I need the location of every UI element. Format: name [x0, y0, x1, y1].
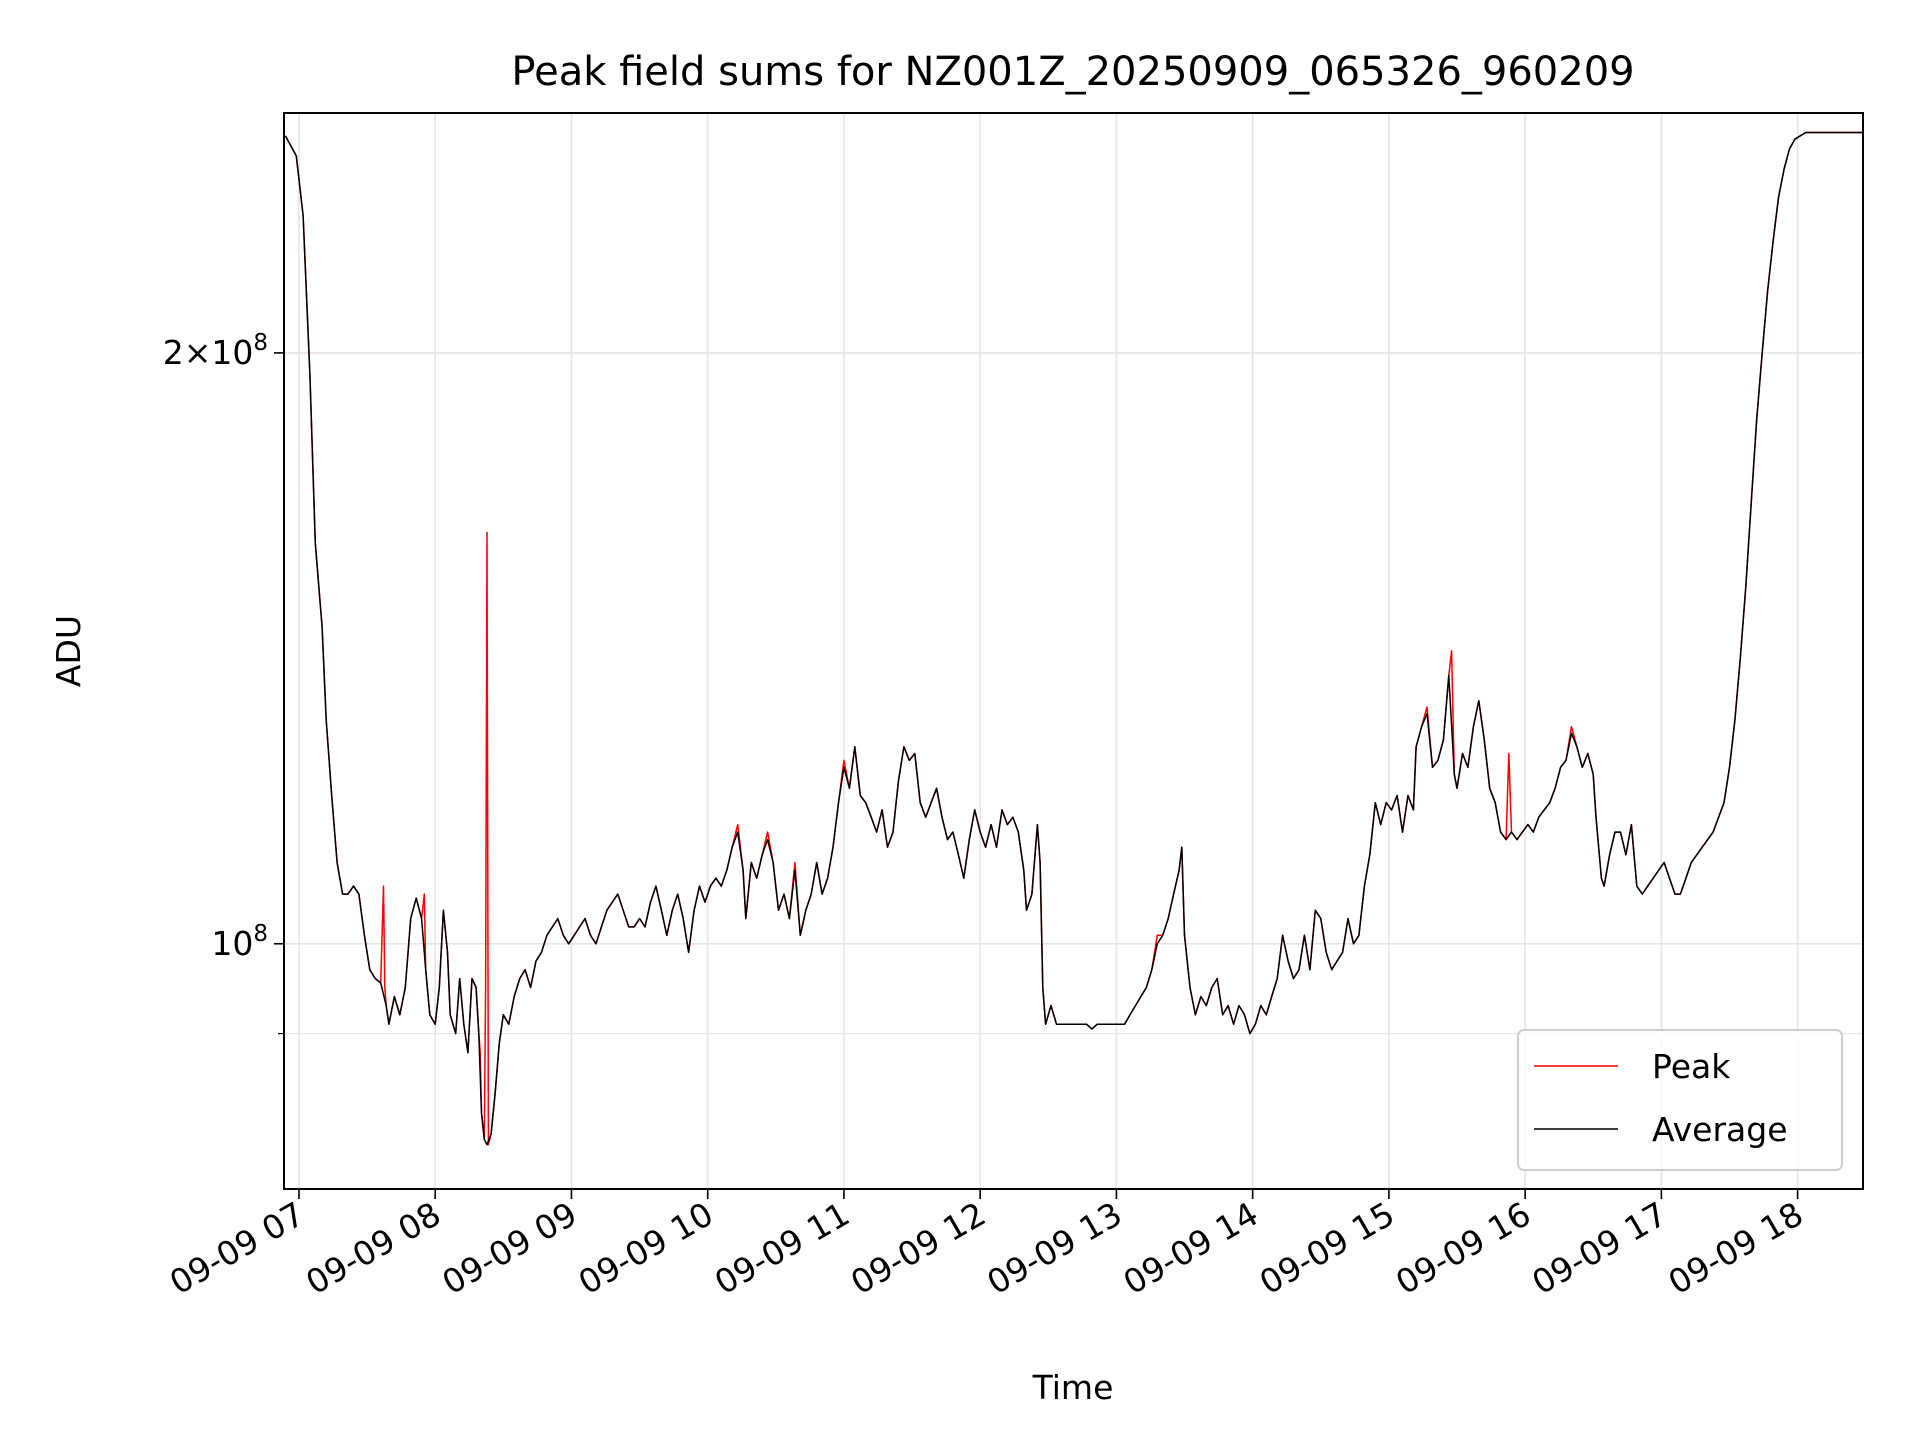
y-axis: 108 2×108	[163, 330, 284, 1035]
legend-box	[1517, 1029, 1843, 1171]
legend: Peak Average	[1517, 1029, 1843, 1171]
series-layer	[284, 131, 1863, 1146]
y-tick-label: 2×108	[163, 330, 268, 372]
legend-label-peak: Peak	[1652, 1047, 1731, 1086]
y-tick-label: 108	[211, 921, 268, 963]
y-axis-label: ADU	[49, 615, 88, 687]
series-line-average	[284, 131, 1863, 1146]
grid	[284, 113, 1863, 1189]
chart-title: Peak field sums for NZ001Z_20250909_0653…	[511, 49, 1634, 95]
x-axis-label: Time	[1032, 1368, 1114, 1407]
plot-frame	[283, 112, 1864, 1190]
legend-label-average: Average	[1652, 1110, 1788, 1149]
